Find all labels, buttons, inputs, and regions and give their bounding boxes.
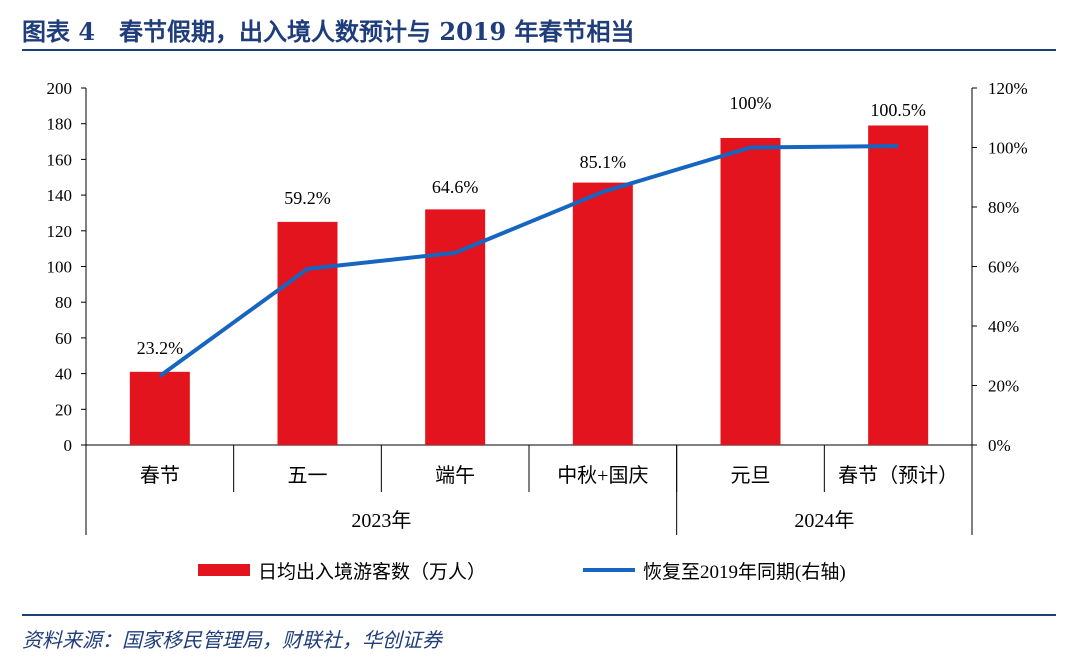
- left-tick-label: 140: [47, 186, 73, 205]
- data-label: 85.1%: [580, 152, 627, 172]
- left-tick-label: 120: [47, 222, 73, 241]
- left-tick-label: 100: [47, 258, 73, 277]
- chart: 0 20 40 60 80 100 120 140 160 180 200 0% 20% 40% 60% 80…: [47, 79, 1028, 583]
- bar: [572, 182, 633, 446]
- data-label: 100.5%: [870, 100, 926, 120]
- title-rule: [22, 49, 1056, 51]
- bar: [425, 209, 486, 445]
- category-label: 中秋+国庆: [557, 464, 648, 487]
- bar: [277, 221, 338, 445]
- legend-label-bars: 日均出入境游客数（万人）: [258, 561, 486, 583]
- right-tick-label: 60%: [988, 258, 1019, 277]
- data-label: 59.2%: [284, 188, 331, 208]
- left-tick-label: 0: [64, 436, 73, 455]
- source-rule: [22, 614, 1056, 616]
- category-label: 春节: [140, 464, 180, 487]
- right-tick-label: 40%: [988, 317, 1019, 336]
- right-tick-label: 80%: [988, 198, 1019, 217]
- left-tick-label: 20: [55, 400, 72, 419]
- left-tick-label: 80: [55, 293, 72, 312]
- category-label: 五一: [288, 465, 328, 487]
- category-label: 春节（预计）: [838, 464, 958, 487]
- bar: [129, 371, 190, 445]
- category-label: 端午: [435, 464, 475, 487]
- left-tick-label: 160: [47, 150, 73, 169]
- right-tick-label: 120%: [988, 79, 1028, 98]
- data-label: 23.2%: [137, 338, 184, 358]
- left-tick-label: 40: [55, 365, 72, 384]
- right-tick-label: 20%: [988, 377, 1019, 396]
- right-tick-label: 100%: [988, 139, 1028, 158]
- figure-title: 图表 4 春节假期，出入境人数预计与 2019 年春节相当: [22, 17, 635, 46]
- left-tick-label: 60: [55, 329, 72, 348]
- right-tick-label: 0%: [988, 436, 1011, 455]
- bar: [720, 137, 781, 446]
- left-tick-label: 200: [47, 79, 73, 98]
- source-note: 资料来源：国家移民管理局，财联社，华创证券: [22, 628, 442, 652]
- legend-swatch-bars: [198, 564, 250, 576]
- data-label: 100%: [730, 93, 772, 113]
- group-label: 2023年: [351, 509, 411, 532]
- left-tick-label: 180: [47, 115, 73, 134]
- data-label: 64.6%: [432, 177, 479, 197]
- series-line: [158, 144, 899, 378]
- group-label: 2024年: [794, 509, 854, 532]
- legend-label-line: 恢复至2019年同期(右轴): [643, 561, 846, 583]
- bar: [868, 125, 929, 446]
- category-label: 元旦: [731, 465, 771, 487]
